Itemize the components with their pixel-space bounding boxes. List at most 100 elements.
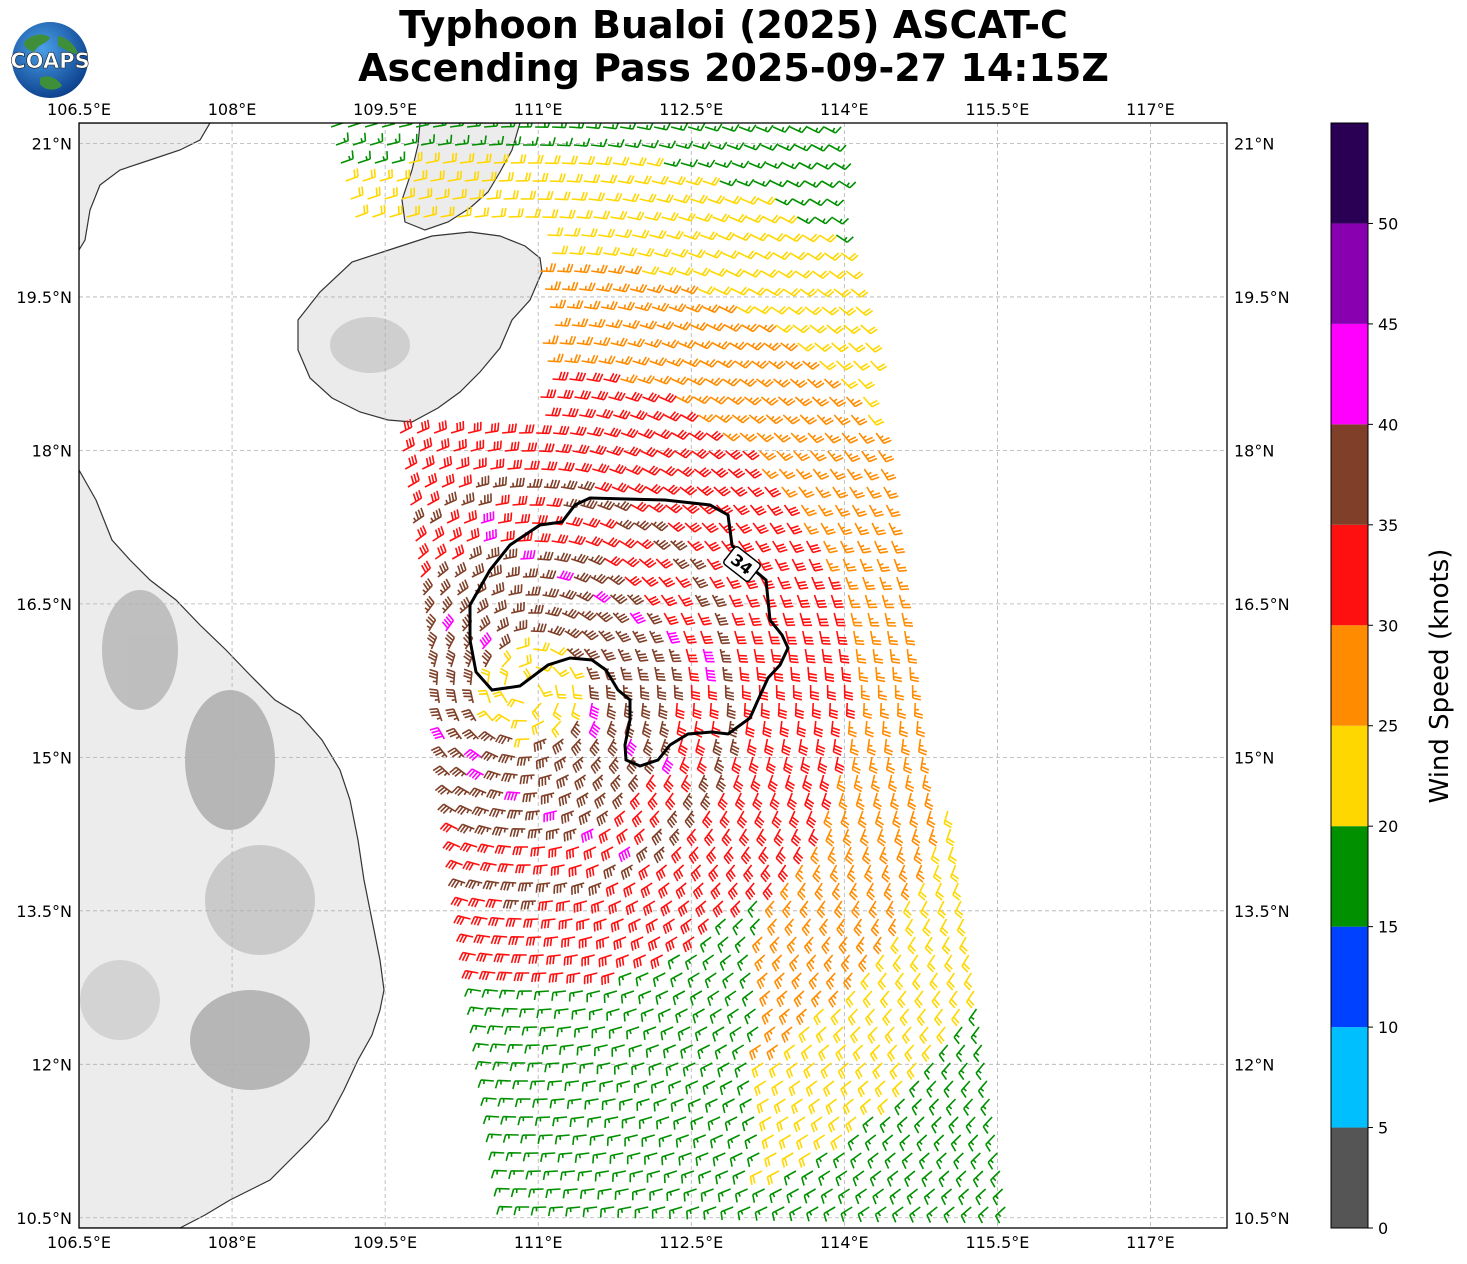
wind-barb — [808, 558, 824, 572]
wind-barb — [782, 612, 796, 627]
wind-barb — [825, 828, 835, 847]
wind-barb — [384, 187, 398, 200]
wind-barb-stroke — [574, 264, 591, 274]
wind-barb — [781, 486, 798, 498]
wind-barb-stroke — [764, 900, 775, 919]
wind-barb — [963, 1098, 974, 1116]
wind-barb — [870, 774, 880, 793]
wind-barb — [500, 530, 515, 542]
wind-barb-stroke — [707, 990, 720, 1007]
wind-barb-stroke — [658, 702, 668, 720]
wind-barb-stroke — [760, 396, 779, 406]
wind-barb-stroke — [945, 828, 955, 847]
wind-barb-stroke — [445, 859, 463, 870]
wind-barb-stroke — [842, 558, 857, 572]
wind-barb — [444, 491, 458, 506]
wind-barb — [945, 828, 955, 847]
wind-barb — [879, 990, 890, 1009]
wind-barb-stroke — [904, 1170, 916, 1187]
wind-barb-stroke — [645, 918, 658, 934]
wind-barb — [672, 558, 690, 570]
wind-barb-stroke — [688, 846, 699, 864]
wind-barb-stroke — [532, 172, 549, 182]
wind-barb — [933, 1134, 945, 1152]
wind-barb-stroke — [402, 436, 415, 452]
wind-barb-stroke — [555, 900, 571, 912]
wind-barb-stroke — [546, 954, 561, 965]
wind-barb-stroke — [950, 1134, 962, 1152]
wind-barb — [900, 738, 911, 756]
wind-barb — [734, 1062, 747, 1078]
wind-barb — [487, 916, 505, 927]
wind-barb-stroke — [732, 504, 750, 516]
wind-barb — [491, 582, 505, 596]
wind-barb — [821, 936, 831, 955]
wind-barb — [705, 377, 724, 387]
wind-barb-stroke — [503, 190, 519, 200]
wind-barb — [874, 810, 885, 829]
wind-barb-stroke — [625, 464, 644, 476]
wind-barb-stroke — [920, 900, 929, 919]
wind-barb-stroke — [821, 648, 833, 664]
wind-barb — [520, 1134, 536, 1144]
wind-barb — [837, 522, 853, 536]
wind-barb — [470, 915, 488, 926]
wind-barb — [843, 972, 853, 991]
wind-barb — [482, 880, 500, 890]
wind-barb-stroke — [814, 216, 833, 225]
wind-barb-stroke — [545, 828, 560, 841]
wind-barb — [637, 247, 655, 257]
wind-barb-stroke — [857, 1206, 870, 1223]
wind-barb-stroke — [833, 288, 852, 298]
wind-barb — [719, 648, 732, 663]
wind-barb — [707, 322, 726, 332]
wind-barb — [619, 1098, 633, 1111]
wind-barb — [782, 161, 801, 170]
wind-barb-stroke — [591, 264, 608, 274]
wind-barb — [488, 807, 506, 818]
wind-barb — [770, 179, 789, 188]
wind-barb-stroke — [901, 1026, 912, 1045]
wind-barb — [858, 666, 869, 683]
wind-barb-stroke — [656, 1116, 670, 1130]
wind-barb-stroke — [486, 546, 500, 560]
wind-barb — [893, 558, 907, 572]
wind-barb-stroke — [888, 522, 903, 536]
wind-barb — [885, 504, 901, 518]
wind-barb — [452, 188, 467, 200]
wind-barb-stroke — [922, 918, 932, 937]
wind-barb-stroke — [768, 630, 781, 645]
wind-barb-stroke — [765, 756, 776, 775]
wind-barb-stroke — [719, 954, 732, 971]
wind-barb-stroke — [726, 142, 745, 151]
wind-barb — [827, 450, 844, 462]
wind-barb-stroke — [675, 1008, 688, 1024]
wind-barb-stroke — [673, 864, 685, 882]
wind-barb — [828, 396, 847, 407]
wind-barb-stroke — [774, 558, 790, 572]
wind-barb — [726, 268, 745, 278]
wind-barb — [688, 666, 700, 682]
wind-barb-stroke — [481, 171, 497, 182]
wind-barb — [724, 990, 737, 1007]
wind-barb — [562, 1188, 578, 1199]
wind-barb — [637, 666, 650, 681]
wind-barb-stroke — [629, 157, 647, 167]
wind-barb — [778, 1008, 791, 1026]
wind-barb-stroke — [569, 245, 586, 255]
wind-barb — [574, 390, 592, 400]
wind-barb — [734, 630, 747, 645]
wind-barb — [479, 615, 491, 632]
wind-barb-stroke — [510, 719, 527, 729]
wind-barb-stroke — [579, 408, 597, 419]
wind-barb-stroke — [818, 234, 837, 243]
wind-barb-stroke — [627, 338, 646, 348]
wind-barb — [675, 702, 685, 720]
wind-barb — [884, 1152, 896, 1169]
wind-barb — [828, 144, 847, 153]
wind-barb — [794, 576, 809, 590]
wind-barb — [735, 522, 753, 534]
wind-barb — [752, 1188, 765, 1203]
wind-barb-stroke — [905, 918, 914, 937]
wind-barb — [832, 1026, 844, 1044]
